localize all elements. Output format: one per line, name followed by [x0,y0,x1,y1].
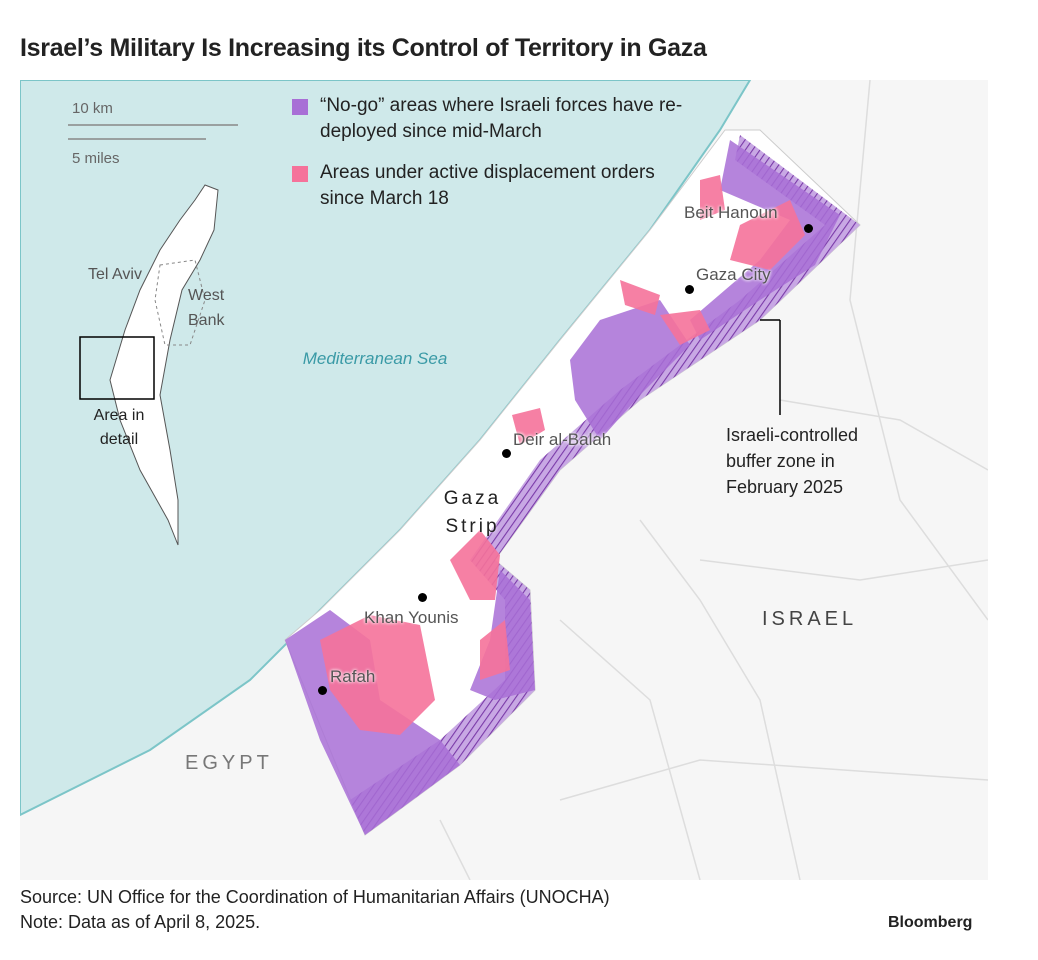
place-label: Khan Younis [364,608,459,627]
scale-km: 10 km [72,100,113,117]
inset-region: West Bank [188,287,225,329]
place-dot [418,593,427,602]
legend-swatch [292,99,308,115]
inset-israel [109,184,219,546]
place-label: Beit Hanoun [684,203,778,222]
place-dot [685,285,694,294]
place-dot [804,224,813,233]
scale-miles: 5 miles [72,150,120,167]
displacement-areas [320,175,805,735]
inset-box-label: Area in detail [93,407,145,448]
annotation: Israeli-controlled buffer zone in Februa… [726,425,859,497]
title: Israel’s Military Is Increasing its Cont… [20,34,707,62]
source: Source: UN Office for the Coordination o… [20,887,610,907]
place-label: Gaza City [696,265,771,284]
strip-label: Gaza Strip [443,488,502,537]
roads [439,80,988,880]
place-dot [502,449,511,458]
place-dot [318,686,327,695]
sea-label: Mediterranean Sea [302,349,448,368]
note: Note: Data as of April 8, 2025. [20,912,261,932]
place-label: Deir al-Balah [513,430,612,449]
inset-city: Tel Aviv [88,266,142,283]
country-label: EGYPT [185,752,273,774]
legend-label: “No-go” areas where Israeli forces have … [320,95,683,142]
legend-swatch [292,166,308,182]
country-label: ISRAEL [762,608,858,630]
brand: Bloomberg [888,914,973,931]
legend-label: Areas under active displacement orders s… [320,162,655,209]
inset-box [79,336,155,400]
place-label: Rafah [330,667,376,686]
